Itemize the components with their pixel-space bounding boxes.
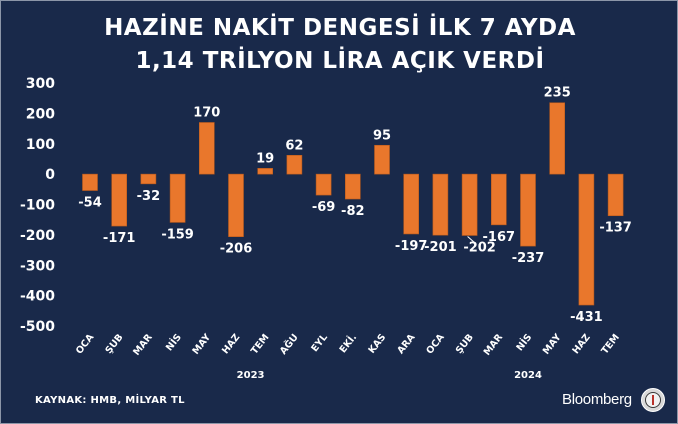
category-label: EYL xyxy=(309,332,330,354)
y-tick-label: -300 xyxy=(20,258,55,274)
category-label: ŞUB xyxy=(103,332,125,356)
category-label: MAR xyxy=(131,332,155,358)
category-label: ŞUB xyxy=(454,332,476,356)
bar xyxy=(82,173,98,191)
category-label: OCA xyxy=(424,332,447,357)
data-label: 19 xyxy=(256,151,274,166)
data-label: 170 xyxy=(193,105,220,120)
bar xyxy=(520,173,536,247)
data-label: 235 xyxy=(544,86,571,101)
bar xyxy=(374,144,390,175)
data-label: 62 xyxy=(285,138,303,153)
category-label: TEM xyxy=(599,332,621,356)
bar xyxy=(403,173,420,235)
category-label: KAS xyxy=(366,332,388,356)
data-label: -201 xyxy=(424,240,457,255)
y-tick-label: 200 xyxy=(26,106,55,122)
bar xyxy=(607,173,624,217)
data-label-leader-line xyxy=(467,236,476,244)
data-label: -202 xyxy=(463,240,496,255)
chart-title-line-2: 1,14 TRİLYON LİRA AÇIK VERDİ xyxy=(135,48,545,74)
data-label: -171 xyxy=(103,231,136,246)
bar xyxy=(111,173,127,227)
y-tick-label: -200 xyxy=(20,228,55,244)
data-label: -197 xyxy=(395,239,428,254)
chart-title-line-1: HAZİNE NAKİT DENGESİ İLK 7 AYDA xyxy=(104,15,576,41)
data-label: -137 xyxy=(599,221,632,236)
bar xyxy=(257,168,274,175)
bar xyxy=(169,173,186,223)
category-label: MAY xyxy=(541,332,564,357)
data-label: -431 xyxy=(570,310,603,325)
bar xyxy=(286,154,303,175)
bar xyxy=(199,122,215,175)
y-tick-label: -400 xyxy=(20,289,55,305)
bar xyxy=(578,173,595,306)
source-note: KAYNAK: HMB, MİLYAR TL xyxy=(35,395,185,406)
category-label: ARA xyxy=(395,332,418,357)
category-label: TEM xyxy=(249,332,271,356)
data-label: -54 xyxy=(78,196,102,211)
data-label: -159 xyxy=(161,227,194,242)
treasury-seal-icon xyxy=(641,388,665,412)
bar xyxy=(549,102,566,175)
category-label: NİS xyxy=(164,332,184,353)
y-tick-label: 100 xyxy=(26,137,55,153)
category-label: MAY xyxy=(190,332,213,357)
y-tick-label: 0 xyxy=(45,167,55,183)
bar xyxy=(461,173,478,236)
bar-chart: 300 200 100 0 -100 -200 -300 -400 -500 -54 OCA -171… xyxy=(20,76,632,381)
data-label: 95 xyxy=(373,128,391,143)
bar xyxy=(432,173,449,236)
bar xyxy=(315,173,332,196)
year-group-label: 2023 xyxy=(237,370,265,381)
bloomberg-logo: Bloomberg xyxy=(562,391,632,408)
category-label: OCA xyxy=(74,332,97,357)
bar xyxy=(490,173,507,226)
category-label: HAZ xyxy=(570,332,592,356)
category-label: HAZ xyxy=(220,332,242,356)
data-label: -206 xyxy=(220,242,253,257)
year-group-label: 2024 xyxy=(514,370,542,381)
category-label: AĞU xyxy=(277,331,301,356)
y-tick-label: 300 xyxy=(26,76,55,92)
data-label: -69 xyxy=(312,200,336,215)
y-tick-label: -100 xyxy=(20,198,55,214)
data-label: -32 xyxy=(137,189,161,204)
data-label: -167 xyxy=(483,230,516,245)
bar xyxy=(228,173,244,237)
bar xyxy=(344,173,361,200)
category-label: MAR xyxy=(482,332,506,358)
category-label: EKİ. xyxy=(338,332,360,355)
category-label: NİS xyxy=(514,332,534,353)
data-label: -237 xyxy=(512,251,545,266)
y-tick-label: -500 xyxy=(20,319,55,335)
bar xyxy=(140,173,157,185)
data-label: -82 xyxy=(341,204,365,219)
